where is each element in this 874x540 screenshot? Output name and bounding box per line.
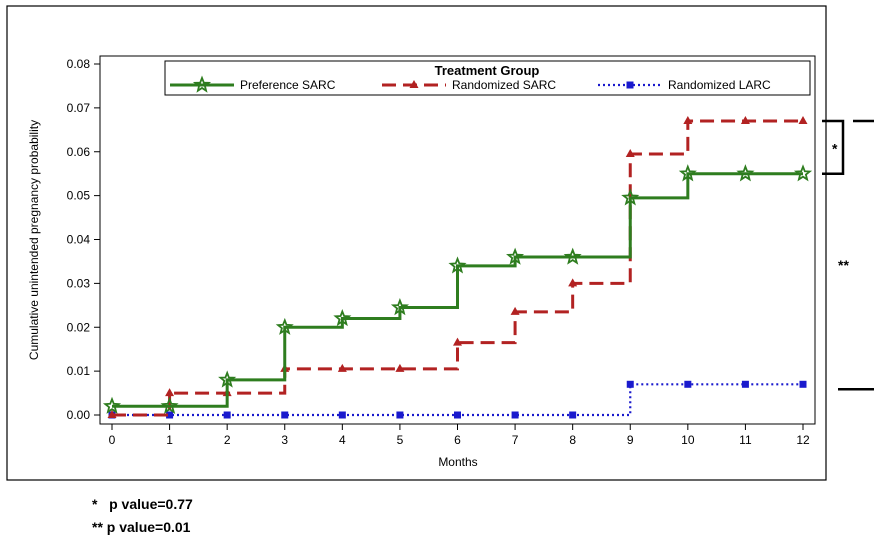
footnote-2: ** p value=0.01 bbox=[92, 519, 191, 535]
data-point bbox=[166, 411, 174, 419]
x-tick-label: 1 bbox=[166, 433, 173, 447]
data-point bbox=[506, 247, 525, 265]
y-tick-label: 0.06 bbox=[67, 145, 91, 159]
data-point bbox=[102, 396, 122, 414]
data-point bbox=[626, 380, 634, 388]
data-point bbox=[741, 380, 749, 388]
y-axis-title: Cumulative unintended pregnancy probabil… bbox=[27, 120, 41, 360]
data-point bbox=[793, 164, 813, 182]
legend-marker bbox=[626, 81, 634, 89]
legend-marker bbox=[192, 75, 212, 93]
data-point bbox=[510, 306, 520, 315]
data-point bbox=[337, 363, 347, 372]
data-point bbox=[390, 297, 410, 316]
data-point bbox=[160, 396, 179, 414]
legend-entry: Randomized SARC bbox=[452, 78, 556, 92]
y-tick-label: 0.01 bbox=[67, 364, 91, 378]
series-layer bbox=[102, 116, 813, 419]
data-point bbox=[218, 370, 237, 388]
data-point bbox=[798, 116, 808, 125]
y-axis: 0.00 0.01 0.02 0.03 0.04 0.05 0.06 0.07 0.08 bbox=[67, 57, 100, 422]
y-tick-label: 0.03 bbox=[67, 276, 91, 290]
x-tick-label: 9 bbox=[627, 433, 634, 447]
legend-entry: Randomized LARC bbox=[668, 78, 771, 92]
x-tick-label: 5 bbox=[397, 433, 404, 447]
y-tick-label: 0.05 bbox=[67, 189, 91, 203]
legend-entry: Preference SARC bbox=[240, 78, 336, 92]
data-point bbox=[684, 380, 692, 388]
sig-label-1: * bbox=[832, 140, 838, 156]
y-tick-label: 0.02 bbox=[67, 320, 91, 334]
data-point bbox=[625, 148, 635, 157]
data-point bbox=[281, 411, 289, 419]
x-tick-label: 2 bbox=[224, 433, 231, 447]
data-point bbox=[799, 380, 807, 388]
y-tick-label: 0.00 bbox=[67, 408, 91, 422]
x-tick-label: 11 bbox=[739, 433, 752, 447]
data-point bbox=[740, 116, 750, 125]
legend-marker bbox=[409, 80, 419, 88]
data-point bbox=[165, 388, 175, 397]
series-line-preference-sarc bbox=[112, 172, 803, 408]
y-tick-label: 0.04 bbox=[67, 233, 91, 247]
data-point bbox=[396, 411, 404, 419]
footnote-1: * p value=0.77 bbox=[92, 496, 193, 512]
bracket-inner bbox=[822, 119, 845, 175]
data-point bbox=[563, 247, 582, 265]
data-point bbox=[569, 411, 577, 419]
legend-title: Treatment Group bbox=[435, 63, 540, 78]
data-point bbox=[395, 363, 405, 372]
x-tick-label: 8 bbox=[569, 433, 576, 447]
series-line-randomized-sarc bbox=[112, 119, 803, 417]
x-axis-title: Months bbox=[438, 455, 477, 469]
x-tick-label: 7 bbox=[512, 433, 519, 447]
data-point bbox=[454, 411, 461, 419]
x-tick-label: 4 bbox=[339, 433, 346, 447]
y-tick-label: 0.08 bbox=[67, 57, 91, 71]
x-tick-label: 12 bbox=[796, 433, 810, 447]
data-point bbox=[511, 411, 519, 419]
data-point bbox=[333, 309, 352, 327]
series-line-randomized-larc bbox=[112, 383, 803, 417]
x-tick-label: 0 bbox=[109, 433, 116, 447]
plot-area bbox=[99, 55, 816, 425]
legend-box bbox=[164, 60, 811, 96]
sig-label-2: ** bbox=[838, 257, 849, 273]
legend: Treatment Group Preference SARC Randomize… bbox=[164, 60, 811, 96]
outer-frame bbox=[6, 5, 827, 481]
data-point bbox=[107, 410, 117, 418]
data-point bbox=[736, 164, 755, 182]
legend-items: Preference SARC Randomized SARC Randomized… bbox=[170, 75, 771, 93]
data-point bbox=[621, 188, 640, 206]
data-point bbox=[223, 411, 231, 419]
data-point bbox=[275, 317, 294, 335]
x-tick-label: 6 bbox=[454, 433, 461, 447]
data-point bbox=[448, 256, 467, 274]
data-point bbox=[338, 411, 346, 419]
data-point bbox=[678, 164, 697, 182]
x-axis: 0 1 2 3 4 5 6 7 8 9 10 11 12 bbox=[109, 424, 810, 447]
data-point bbox=[568, 278, 578, 287]
y-tick-label: 0.07 bbox=[67, 101, 91, 115]
data-point bbox=[683, 116, 693, 125]
data-point bbox=[453, 337, 462, 346]
x-tick-label: 10 bbox=[681, 433, 695, 447]
x-tick-label: 3 bbox=[281, 433, 288, 447]
significance-brackets: *** bbox=[822, 119, 874, 391]
